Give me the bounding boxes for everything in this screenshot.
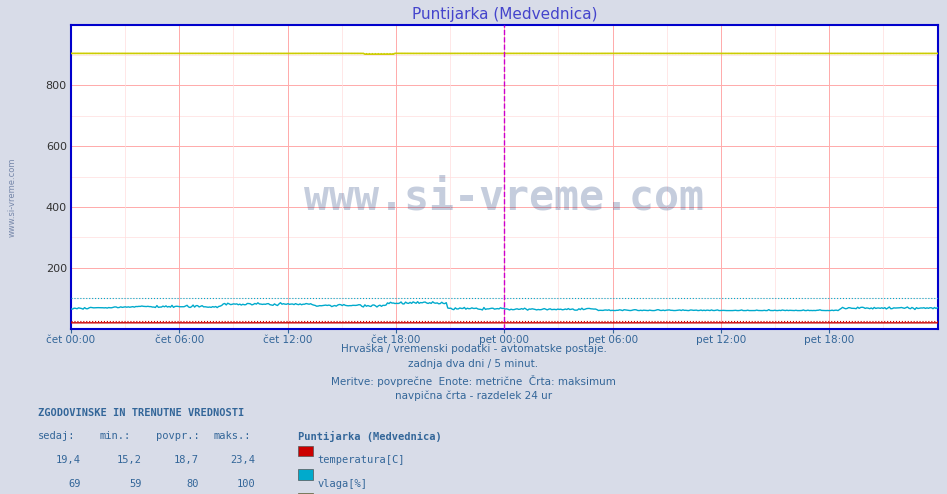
Text: 59: 59 (130, 479, 142, 489)
Text: Puntijarka (Medvednica): Puntijarka (Medvednica) (298, 431, 442, 442)
Text: ZGODOVINSKE IN TRENUTNE VREDNOSTI: ZGODOVINSKE IN TRENUTNE VREDNOSTI (38, 408, 244, 417)
Text: 69: 69 (68, 479, 80, 489)
Text: Hrvaška / vremenski podatki - avtomatske postaje.: Hrvaška / vremenski podatki - avtomatske… (341, 343, 606, 354)
Text: temperatura[C]: temperatura[C] (317, 455, 404, 465)
Text: navpična črta - razdelek 24 ur: navpična črta - razdelek 24 ur (395, 391, 552, 401)
Text: www.si-vreme.com: www.si-vreme.com (304, 177, 705, 219)
Text: sedaj:: sedaj: (38, 431, 76, 441)
Text: maks.:: maks.: (213, 431, 251, 441)
Text: 18,7: 18,7 (174, 455, 199, 465)
Text: 23,4: 23,4 (231, 455, 256, 465)
Text: zadnja dva dni / 5 minut.: zadnja dva dni / 5 minut. (408, 359, 539, 369)
Text: min.:: min.: (99, 431, 131, 441)
Text: 100: 100 (237, 479, 256, 489)
Text: www.si-vreme.com: www.si-vreme.com (8, 158, 17, 237)
Title: Puntijarka (Medvednica): Puntijarka (Medvednica) (412, 7, 597, 22)
Text: 80: 80 (187, 479, 199, 489)
Text: 15,2: 15,2 (117, 455, 142, 465)
Text: vlaga[%]: vlaga[%] (317, 479, 367, 489)
Text: povpr.:: povpr.: (156, 431, 200, 441)
Text: Meritve: povprečne  Enote: metrične  Črta: maksimum: Meritve: povprečne Enote: metrične Črta:… (331, 375, 616, 387)
Text: 19,4: 19,4 (56, 455, 80, 465)
